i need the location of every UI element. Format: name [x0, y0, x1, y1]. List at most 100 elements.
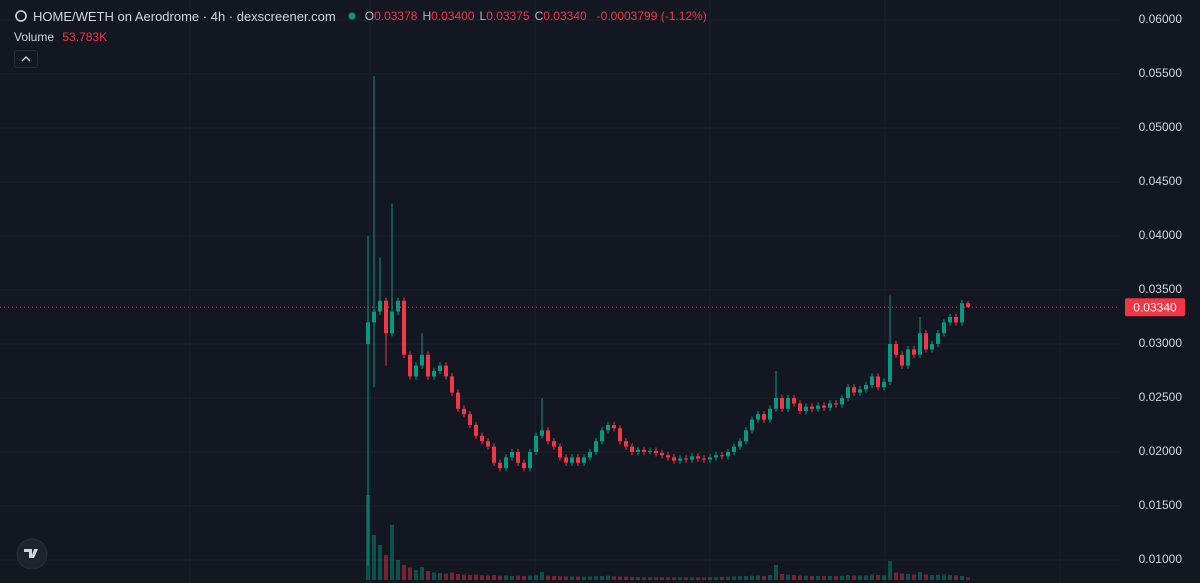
volume-bar: [420, 567, 424, 580]
candle-body: [750, 419, 754, 431]
candle-body: [642, 449, 646, 452]
candle-body: [408, 354, 412, 377]
volume-bar: [852, 575, 856, 580]
candle-body: [582, 457, 586, 463]
volume-bar: [810, 576, 814, 580]
ohlc-key: L: [479, 9, 487, 23]
volume-bar: [756, 575, 760, 580]
candle-body: [414, 365, 418, 377]
volume-bar: [546, 575, 550, 580]
candle-body: [552, 441, 556, 447]
volume-bar: [438, 573, 442, 580]
volume-bar: [594, 576, 598, 580]
candle-body: [390, 311, 394, 334]
volume-bar: [876, 575, 880, 580]
candle-body: [660, 453, 664, 456]
volume-bar: [534, 575, 538, 580]
candle-body: [852, 387, 856, 393]
volume-bar: [654, 577, 658, 580]
candle-body: [420, 354, 424, 366]
volume-bar: [600, 576, 604, 580]
candle-body: [912, 349, 916, 355]
volume-bar: [690, 577, 694, 580]
volume-bar: [516, 575, 520, 580]
candle-body: [474, 424, 478, 436]
volume-bar: [624, 576, 628, 580]
last-price-label: 0.03340: [1133, 300, 1177, 314]
y-tick-label: 0.06000: [1139, 12, 1183, 26]
volume-bar: [960, 576, 964, 580]
volume-bar: [924, 574, 928, 580]
volume-bar: [936, 574, 940, 580]
candle-body: [384, 300, 388, 334]
volume-bar: [774, 565, 778, 580]
volume-bar: [906, 574, 910, 580]
volume-bar: [618, 576, 622, 580]
candle-body: [534, 435, 538, 452]
candle-body: [762, 414, 766, 420]
volume-bar: [648, 577, 652, 580]
volume-bar: [492, 575, 496, 580]
volume-bar: [954, 575, 958, 580]
volume-bar: [822, 576, 826, 580]
candle-body: [894, 343, 898, 355]
candle-body: [624, 441, 628, 447]
candle-body: [378, 300, 382, 312]
ohlc-key: C: [534, 9, 544, 23]
candle-body: [528, 451, 532, 469]
dot: [348, 12, 356, 20]
volume-bar: [450, 572, 454, 580]
candle-body: [924, 333, 928, 350]
candle-body: [936, 333, 940, 344]
volume-bar: [432, 572, 436, 580]
volume-bar: [426, 571, 430, 580]
candle-body: [366, 322, 370, 344]
ohlc-value: 0.03378: [374, 9, 418, 23]
volume-bar: [642, 577, 646, 580]
volume-bar: [444, 573, 448, 580]
candle-body: [492, 446, 496, 463]
candle-body: [726, 451, 730, 457]
collapse-button[interactable]: [14, 50, 38, 68]
candle-body: [780, 397, 784, 409]
volume-bar: [888, 561, 892, 580]
candle-body: [810, 406, 814, 409]
volume-bar: [384, 555, 388, 580]
volume-bar: [858, 575, 862, 580]
volume-bar: [636, 577, 640, 580]
volume-bar: [540, 572, 544, 580]
candle-body: [588, 451, 592, 458]
candle-body: [942, 322, 946, 334]
candle-body: [930, 343, 934, 350]
volume-bar: [750, 575, 754, 580]
volume-bar: [678, 577, 682, 580]
candle-body: [864, 385, 868, 390]
volume-bar: [720, 577, 724, 580]
candle-body: [450, 376, 454, 393]
volume-bar: [762, 576, 766, 580]
candle-body: [690, 456, 694, 460]
y-tick-label: 0.05500: [1139, 66, 1183, 80]
candle-body: [654, 450, 658, 454]
volume-value: 53.783K: [62, 30, 108, 44]
candle-body: [372, 311, 376, 323]
candle-body: [684, 458, 688, 460]
candle-body: [966, 303, 970, 308]
header: HOME/WETH on Aerodrome · 4h · dexscreene…: [14, 7, 710, 25]
logo-mark: [24, 549, 38, 558]
candle-body: [630, 446, 634, 452]
candle-body: [576, 457, 580, 463]
candle-body: [612, 424, 616, 429]
volume-bar: [840, 575, 844, 580]
candle-body: [882, 381, 886, 388]
candle-body: [804, 406, 808, 411]
candle-body: [870, 376, 874, 386]
volume-bar: [558, 576, 562, 580]
candle-body: [438, 365, 442, 371]
candle-body: [960, 303, 964, 323]
volume-title: Volume: [14, 30, 55, 44]
volume-bar: [456, 574, 460, 580]
volume-bar: [786, 574, 790, 580]
volume-bar: [708, 577, 712, 580]
